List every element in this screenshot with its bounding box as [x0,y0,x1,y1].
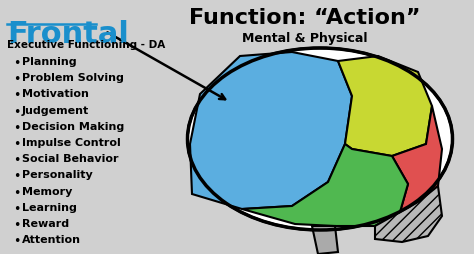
Polygon shape [392,107,442,212]
Text: •: • [13,121,20,134]
Polygon shape [242,145,408,226]
Text: Memory: Memory [22,186,73,196]
Text: Impulse Control: Impulse Control [22,137,121,147]
Text: •: • [13,105,20,118]
Text: •: • [13,154,20,167]
Text: Mental & Physical: Mental & Physical [242,32,368,45]
Text: •: • [13,89,20,102]
Text: •: • [13,202,20,215]
Text: Social Behavior: Social Behavior [22,154,119,164]
Polygon shape [312,226,338,254]
Text: Frontal: Frontal [7,20,129,49]
Text: •: • [13,186,20,199]
Text: Executive Functioning - DA: Executive Functioning - DA [7,40,165,50]
Text: Motivation: Motivation [22,89,89,99]
Text: •: • [13,234,20,247]
Text: Reward: Reward [22,218,69,228]
Polygon shape [190,53,352,209]
Text: •: • [13,137,20,150]
Text: Planning: Planning [22,57,77,67]
Text: Learning: Learning [22,202,77,212]
Polygon shape [375,186,442,242]
Text: Problem Solving: Problem Solving [22,73,124,83]
Text: Decision Making: Decision Making [22,121,124,131]
Text: •: • [13,57,20,70]
Text: Personality: Personality [22,170,93,180]
Polygon shape [338,57,432,156]
Text: •: • [13,170,20,183]
Text: •: • [13,218,20,231]
Text: Attention: Attention [22,234,81,244]
Text: •: • [13,73,20,86]
Ellipse shape [188,49,453,230]
Text: Function: “Action”: Function: “Action” [189,8,421,28]
Text: Judgement: Judgement [22,105,89,115]
